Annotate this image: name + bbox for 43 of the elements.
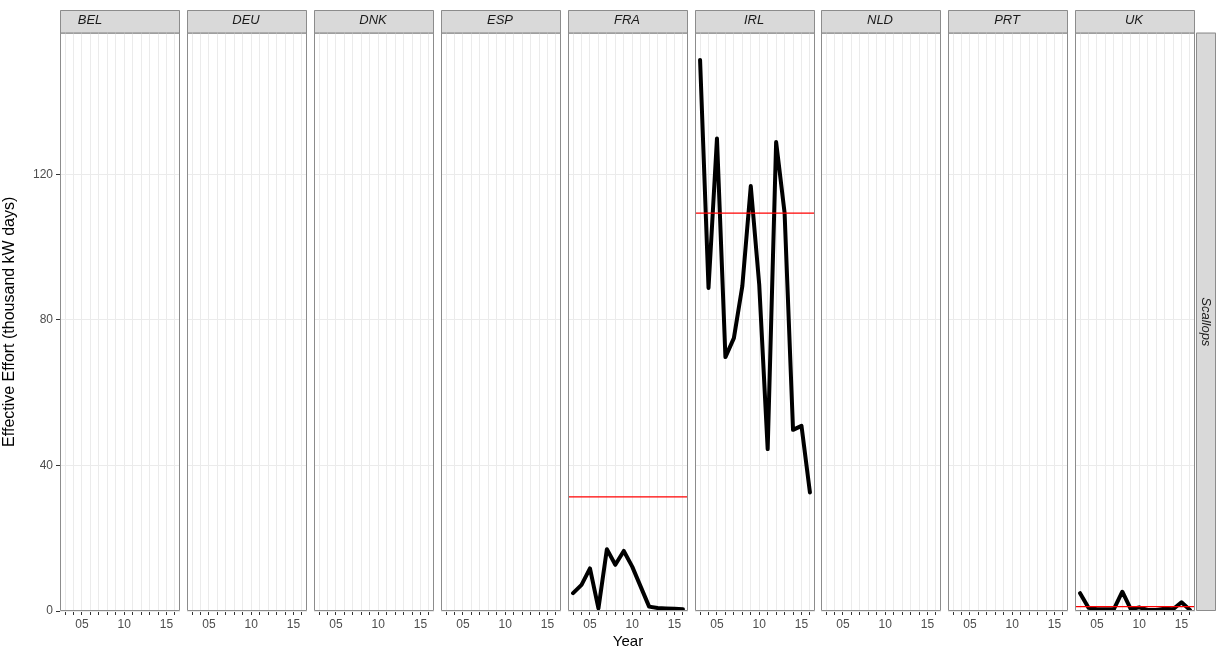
- x-tick-label: 10: [244, 616, 259, 631]
- x-tick-label: 10: [1005, 616, 1020, 631]
- chart-title: UK: [1125, 12, 1145, 28]
- x-tick-label: 05: [75, 616, 89, 631]
- chart-title: ESP: [486, 12, 514, 28]
- x-tick-label: 10: [498, 616, 512, 631]
- x-tick-label: 15: [413, 616, 428, 631]
- x-axis-title: Year: [612, 632, 643, 650]
- x-tick-label: 05: [709, 616, 724, 631]
- y-tick-label: 40: [39, 457, 54, 472]
- chart-title: IRL: [743, 12, 764, 28]
- x-tick-label: 15: [667, 616, 682, 631]
- x-tick-label: 15: [159, 616, 174, 631]
- y-tick-label: 80: [39, 312, 54, 327]
- x-tick-label: 05: [836, 616, 851, 631]
- y-axis-title: Effective Effort (thousand kW days): [0, 196, 18, 447]
- x-tick-label: 10: [1132, 616, 1147, 631]
- x-tick-label: 15: [921, 616, 935, 631]
- x-tick-label: 15: [286, 616, 301, 631]
- chart-title: DEU: [232, 12, 261, 28]
- x-tick-label: 10: [625, 616, 639, 631]
- chart-title: PRT: [994, 12, 1022, 28]
- chart-title: NLD: [867, 12, 894, 28]
- x-tick-label: 05: [329, 616, 343, 631]
- x-tick-label: 05: [1090, 616, 1105, 631]
- chart-title: BEL: [77, 12, 103, 28]
- x-tick-label: 15: [794, 616, 808, 631]
- x-tick-label: 05: [963, 616, 978, 631]
- x-tick-label: 10: [878, 616, 893, 631]
- x-tick-label: 15: [1174, 616, 1189, 631]
- x-tick-label: 15: [540, 616, 555, 631]
- x-tick-label: 05: [202, 616, 216, 631]
- chart-title: FRA: [613, 12, 640, 28]
- text: Scallops: [1199, 297, 1215, 347]
- y-tick-label: 120: [32, 166, 54, 181]
- x-tick-label: 15: [1048, 616, 1062, 631]
- x-tick-label: 10: [371, 616, 386, 631]
- chart-title: DNK: [359, 12, 388, 28]
- y-tick-label: 0: [46, 603, 54, 618]
- x-tick-label: 10: [752, 616, 766, 631]
- x-tick-label: 05: [455, 616, 470, 631]
- x-tick-label: 05: [582, 616, 597, 631]
- x-tick-label: 10: [117, 616, 132, 631]
